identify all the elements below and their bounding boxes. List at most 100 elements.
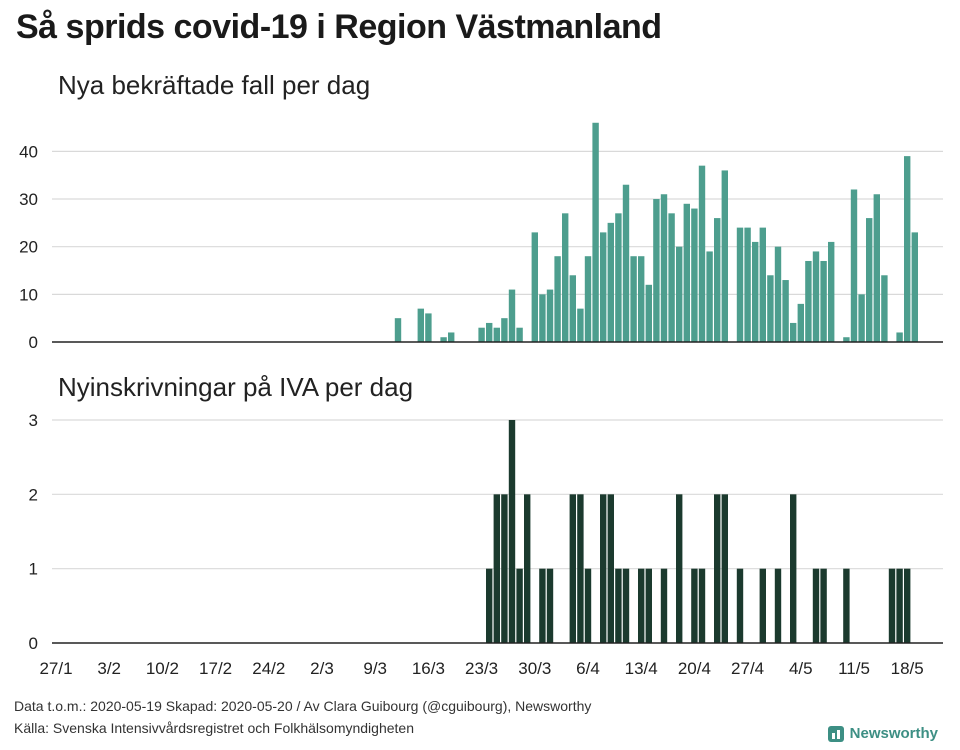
icu-bar [790, 494, 797, 643]
icu-bar [600, 494, 607, 643]
icu-bar [577, 494, 584, 643]
case-bar [698, 165, 706, 342]
case-bar [440, 337, 447, 342]
case-bar [448, 332, 455, 342]
x-tick-label: 20/4 [678, 659, 711, 678]
x-tick-label: 6/4 [576, 659, 600, 678]
case-bar [531, 232, 538, 342]
case-bar [630, 256, 637, 342]
case-bar [706, 251, 713, 342]
y-tick-label: 0 [29, 333, 38, 352]
y-tick-label: 20 [19, 238, 38, 257]
case-bar [881, 275, 888, 342]
case-bar [767, 275, 774, 342]
icu-bar [493, 494, 500, 643]
case-bar [622, 184, 630, 342]
case-bar [820, 260, 827, 342]
footer-source: Källa: Svenska Intensivvårdsregistret oc… [14, 720, 414, 736]
icu-bar [524, 494, 531, 643]
y-tick-label: 40 [19, 142, 38, 161]
icu-bar [501, 494, 508, 643]
case-bar [828, 241, 835, 342]
icu-bar [774, 568, 782, 643]
icu-bar [714, 494, 721, 643]
case-bar [850, 189, 858, 342]
case-bar [683, 203, 690, 342]
case-bar [904, 156, 911, 342]
case-bar [592, 122, 599, 342]
case-bar [782, 280, 789, 342]
icu-bar [759, 568, 766, 643]
x-tick-label: 4/5 [789, 659, 813, 678]
icu-bar [607, 494, 614, 643]
icu-bar [736, 568, 744, 643]
icu-panel-title: Nyinskrivningar på IVA per dag [58, 372, 414, 402]
icu-bar [721, 494, 728, 643]
footer-data-note: Data t.o.m.: 2020-05-19 Skapad: 2020-05-… [14, 698, 592, 714]
case-bar [546, 289, 554, 342]
icu-bar [638, 568, 645, 643]
case-bar [501, 318, 508, 342]
case-bar [866, 218, 873, 342]
icu-bar [904, 568, 911, 643]
icu-bar [508, 420, 516, 643]
case-bar [774, 246, 782, 342]
x-tick-label: 13/4 [625, 659, 658, 678]
y-tick-label: 3 [29, 411, 38, 430]
case-bar [911, 232, 918, 342]
icu-bar [660, 568, 668, 643]
x-tick-label: 27/1 [39, 659, 72, 678]
case-bar [721, 170, 728, 342]
icu-bar [888, 568, 896, 643]
case-bar [615, 213, 622, 342]
case-bar [577, 308, 584, 342]
icu-bar [896, 568, 903, 643]
cases-panel: 0 10 20 30 40 [19, 122, 943, 352]
icu-bar [584, 568, 592, 643]
case-bar [858, 294, 865, 342]
case-bar [394, 318, 402, 342]
x-tick-label: 9/3 [363, 659, 387, 678]
icu-bar [569, 494, 576, 643]
case-bar [569, 275, 576, 342]
icu-bar [615, 568, 622, 643]
icu-bar [546, 568, 554, 643]
case-bar [516, 327, 523, 342]
x-tick-label: 30/3 [518, 659, 551, 678]
case-bar [600, 232, 607, 342]
y-tick-label: 0 [29, 634, 38, 653]
x-tick-label: 24/2 [252, 659, 285, 678]
case-bar [554, 256, 561, 342]
x-tick-label: 17/2 [199, 659, 232, 678]
case-bar [691, 208, 698, 342]
x-tick-label: 16/3 [412, 659, 445, 678]
icu-panel: 0 1 2 3 [29, 411, 943, 653]
icu-bar [691, 568, 698, 643]
icu-bar [645, 568, 652, 643]
case-bar [645, 284, 652, 342]
case-bar [843, 337, 850, 342]
icu-bar [622, 568, 630, 643]
case-bar [896, 332, 903, 342]
covid-chart: 0 10 20 30 40 0 1 2 3 27/1 3/2 10/2 17/2 24/2 2/3 9/3… [19, 122, 943, 678]
case-bar [607, 222, 614, 342]
case-bar [797, 303, 804, 342]
x-tick-label: 23/3 [465, 659, 498, 678]
case-bar [653, 199, 660, 342]
case-bar [638, 256, 645, 342]
brand-name: Newsworthy [849, 725, 938, 742]
case-bar [714, 218, 721, 342]
case-bar [584, 256, 592, 342]
x-tick-label: 27/4 [731, 659, 764, 678]
icu-bar [676, 494, 683, 643]
case-bar [759, 227, 766, 342]
newsworthy-logo[interactable]: Newsworthy [827, 725, 938, 742]
y-tick-label: 30 [19, 190, 38, 209]
case-bar [676, 246, 683, 342]
icu-bar [812, 568, 820, 643]
icu-bar [516, 568, 523, 643]
icu-bar [539, 568, 546, 643]
x-tick-label: 18/5 [891, 659, 924, 678]
case-bar [736, 227, 744, 342]
icu-bar [843, 568, 850, 643]
